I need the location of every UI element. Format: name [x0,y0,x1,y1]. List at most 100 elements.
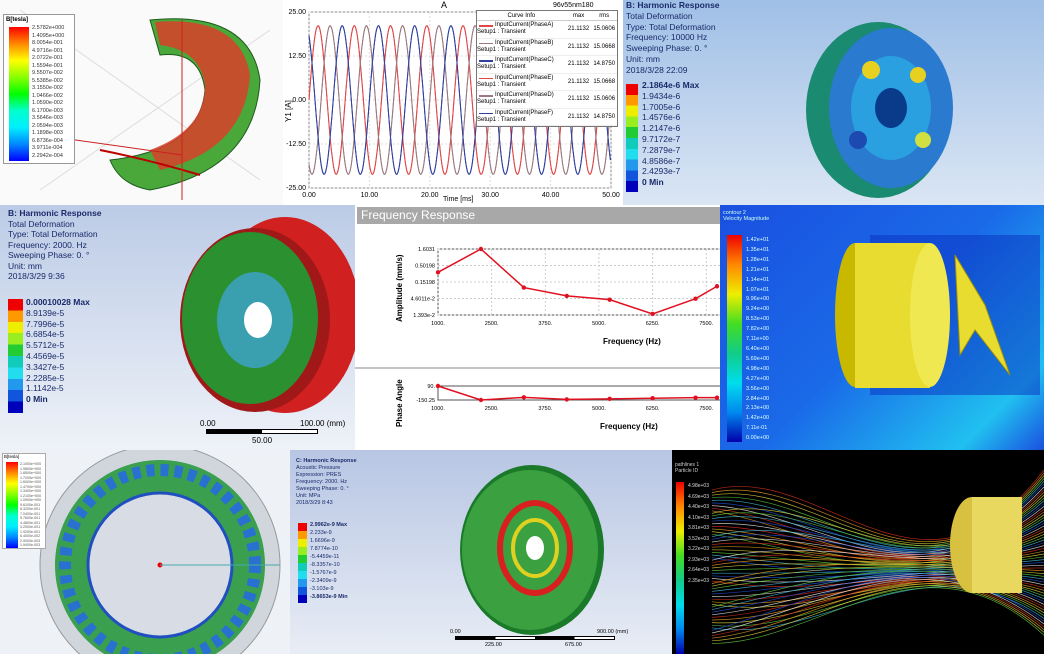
panel-harmonic-10000hz: B: Harmonic Response Total Deformation Typ… [623,0,1044,205]
legend-swatch [479,25,493,27]
info-line: Total Deformation [8,218,75,229]
legend-value: 2.0594e-003 [32,122,63,129]
legend-value: 0 Min [26,394,48,405]
x-tick-label: 10.00 [361,192,379,199]
legend-setup: Setup1 : Transient [477,29,526,36]
legend-row: InputCurrent(PhaseB) Setup1 : Transient 21… [477,39,617,56]
legend-rms: 14.8750 [593,61,616,68]
legend-value: -3.103e-9 [310,586,334,592]
ring-render [39,450,281,654]
legend-value: 3.22e+03 [688,546,709,552]
legend-value: -2.3409e-9 [310,578,337,584]
chart-title: A [441,0,448,10]
legend-value: 2.5782e+000 [32,25,65,31]
legend-value: 1.28e+01 [746,256,770,263]
legend-row: InputCurrent(PhaseA) Setup1 : Transient 21… [477,21,617,39]
series-line-InputCurrent(PhaseD) [308,25,611,175]
legend-value: 2.35e+03 [688,577,709,584]
pathline [711,585,1044,642]
legend-value: 3.52e+03 [688,535,709,542]
legend-value: 7.2879e-7 [642,144,681,155]
info-line: Acoustic Pressure [296,465,341,471]
scale-tick-675: 675.00 [565,642,582,648]
legend-value: 1.42e+01 [746,237,770,243]
y-tick-label: -25.00 [286,185,306,192]
legend-value: 4.8586e-7 [642,155,681,166]
legend-value: 7.7996e-5 [26,318,65,329]
legend-value: 1.9400e-003 [20,543,41,547]
legend-row: InputCurrent(PhaseF) Setup1 : Transient 21… [477,109,617,126]
legend-value: 1.1898e-003 [32,130,63,136]
legend-value: 5.5385e-002 [32,77,63,84]
legend-value: 3.81e+03 [688,525,709,531]
legend-value: 1.9200e-001 [20,529,41,534]
legend-value: 2.84e+00 [746,395,770,402]
legend-value: 4.9716e-001 [32,47,63,54]
legend-value: 1.3400e+000 [20,489,42,493]
legend-swatch [479,77,493,79]
data-point [435,383,441,389]
y-tick-label: -150.25 [416,398,435,404]
legend-value: 1.4095e+000 [32,32,65,39]
legend-value: 2.1864e-6 Max [642,80,700,90]
info-line: Sweeping Phase: 0. ° [296,486,349,492]
data-point [607,396,612,402]
legend-max: 21.1132 [567,113,590,120]
x-tick-label: 5000. [592,321,606,327]
legend-value: 7.0400e-001 [20,511,41,516]
info-line: 2018/3/28 22:09 [626,64,688,75]
legend-value: 7.8774e-10 [310,546,338,552]
data-point [693,296,698,301]
scale-tick-225: 225.00 [485,642,502,648]
legend-value: 2.0722e-001 [32,55,63,61]
info-line: Type: Total Deformation [626,21,716,32]
legend-value: 9.96e+00 [746,296,770,303]
info-line: Total Deformation [626,10,693,21]
legend-values: 0.00010028 Max 8.9139e-5 7.7996e-5 6.6854e-… [26,297,90,405]
x-tick-label: 0.00 [302,192,316,199]
legend-value: 1.0466e-002 [32,92,63,99]
legend-value: 8.9139e-5 [26,307,65,318]
header-rms: rms [599,13,610,19]
legend-series-name: InputCurrent(PhaseC) [495,57,554,64]
legend-value: 2.233e-9 [310,530,332,536]
x-tick-label: 3750. [538,321,552,327]
data-point [714,395,720,400]
legend-value: 2.2942e-004 [32,152,63,159]
info-line: Sweeping Phase: 0. ° [8,250,90,260]
legend-value: 5.69e+00 [746,355,770,362]
legend-value: 1.0590e-002 [32,100,63,106]
legend-setup: Setup1 : Transient [477,64,526,71]
data-point [650,396,655,401]
legend-value: -5.4459e-11 [310,554,340,560]
legend-title: B[tesla] [6,17,29,23]
y-tick-label: 1.393e-2 [413,313,435,319]
pathline [711,587,1044,644]
color-bar [8,299,23,413]
panel-pathlines: pathlines 1 Particle ID 4.98e+03 4.69e+03 4… [672,450,1044,654]
x-tick-label: 1000. [431,406,445,412]
data-point [478,246,484,252]
legend-value: 1.2100e+000 [20,493,42,498]
b-tesla-legend: B[tesla] 2.5782e+000 1.4095e+000 8.0054e-0… [3,14,75,164]
legend-title: B[tesla] [4,454,20,459]
legend-value: 1.21e+01 [746,266,770,273]
info-line: C: Harmonic Response [296,458,357,464]
x-tick-label: 2500. [485,321,499,327]
panel-magnetic-field: B[tesla] 2.5782e+000 1.4095e+000 8.0054e-0… [0,0,283,205]
legend-setup: Setup1 : Transient [477,116,526,123]
fan-render [835,235,1040,395]
legend-value: 2.2285e-5 [26,372,65,383]
series-line [437,385,717,401]
legend-value: 6.4000e-002 [20,534,41,538]
legend-rms: 15.0668 [593,78,616,85]
legend-value: 9.7172e-7 [642,133,681,144]
legend-max: 21.1132 [567,96,590,103]
color-bar [298,523,307,603]
scale-end: 100.00 (mm) [300,419,346,428]
title-line: Particle ID [675,468,699,474]
header-max: max [572,13,585,19]
y-tick-label: 0.50198 [415,264,435,270]
legend-setup: Setup1 : Transient [477,81,526,88]
legend-value: 2.9000e-003 [20,538,41,543]
